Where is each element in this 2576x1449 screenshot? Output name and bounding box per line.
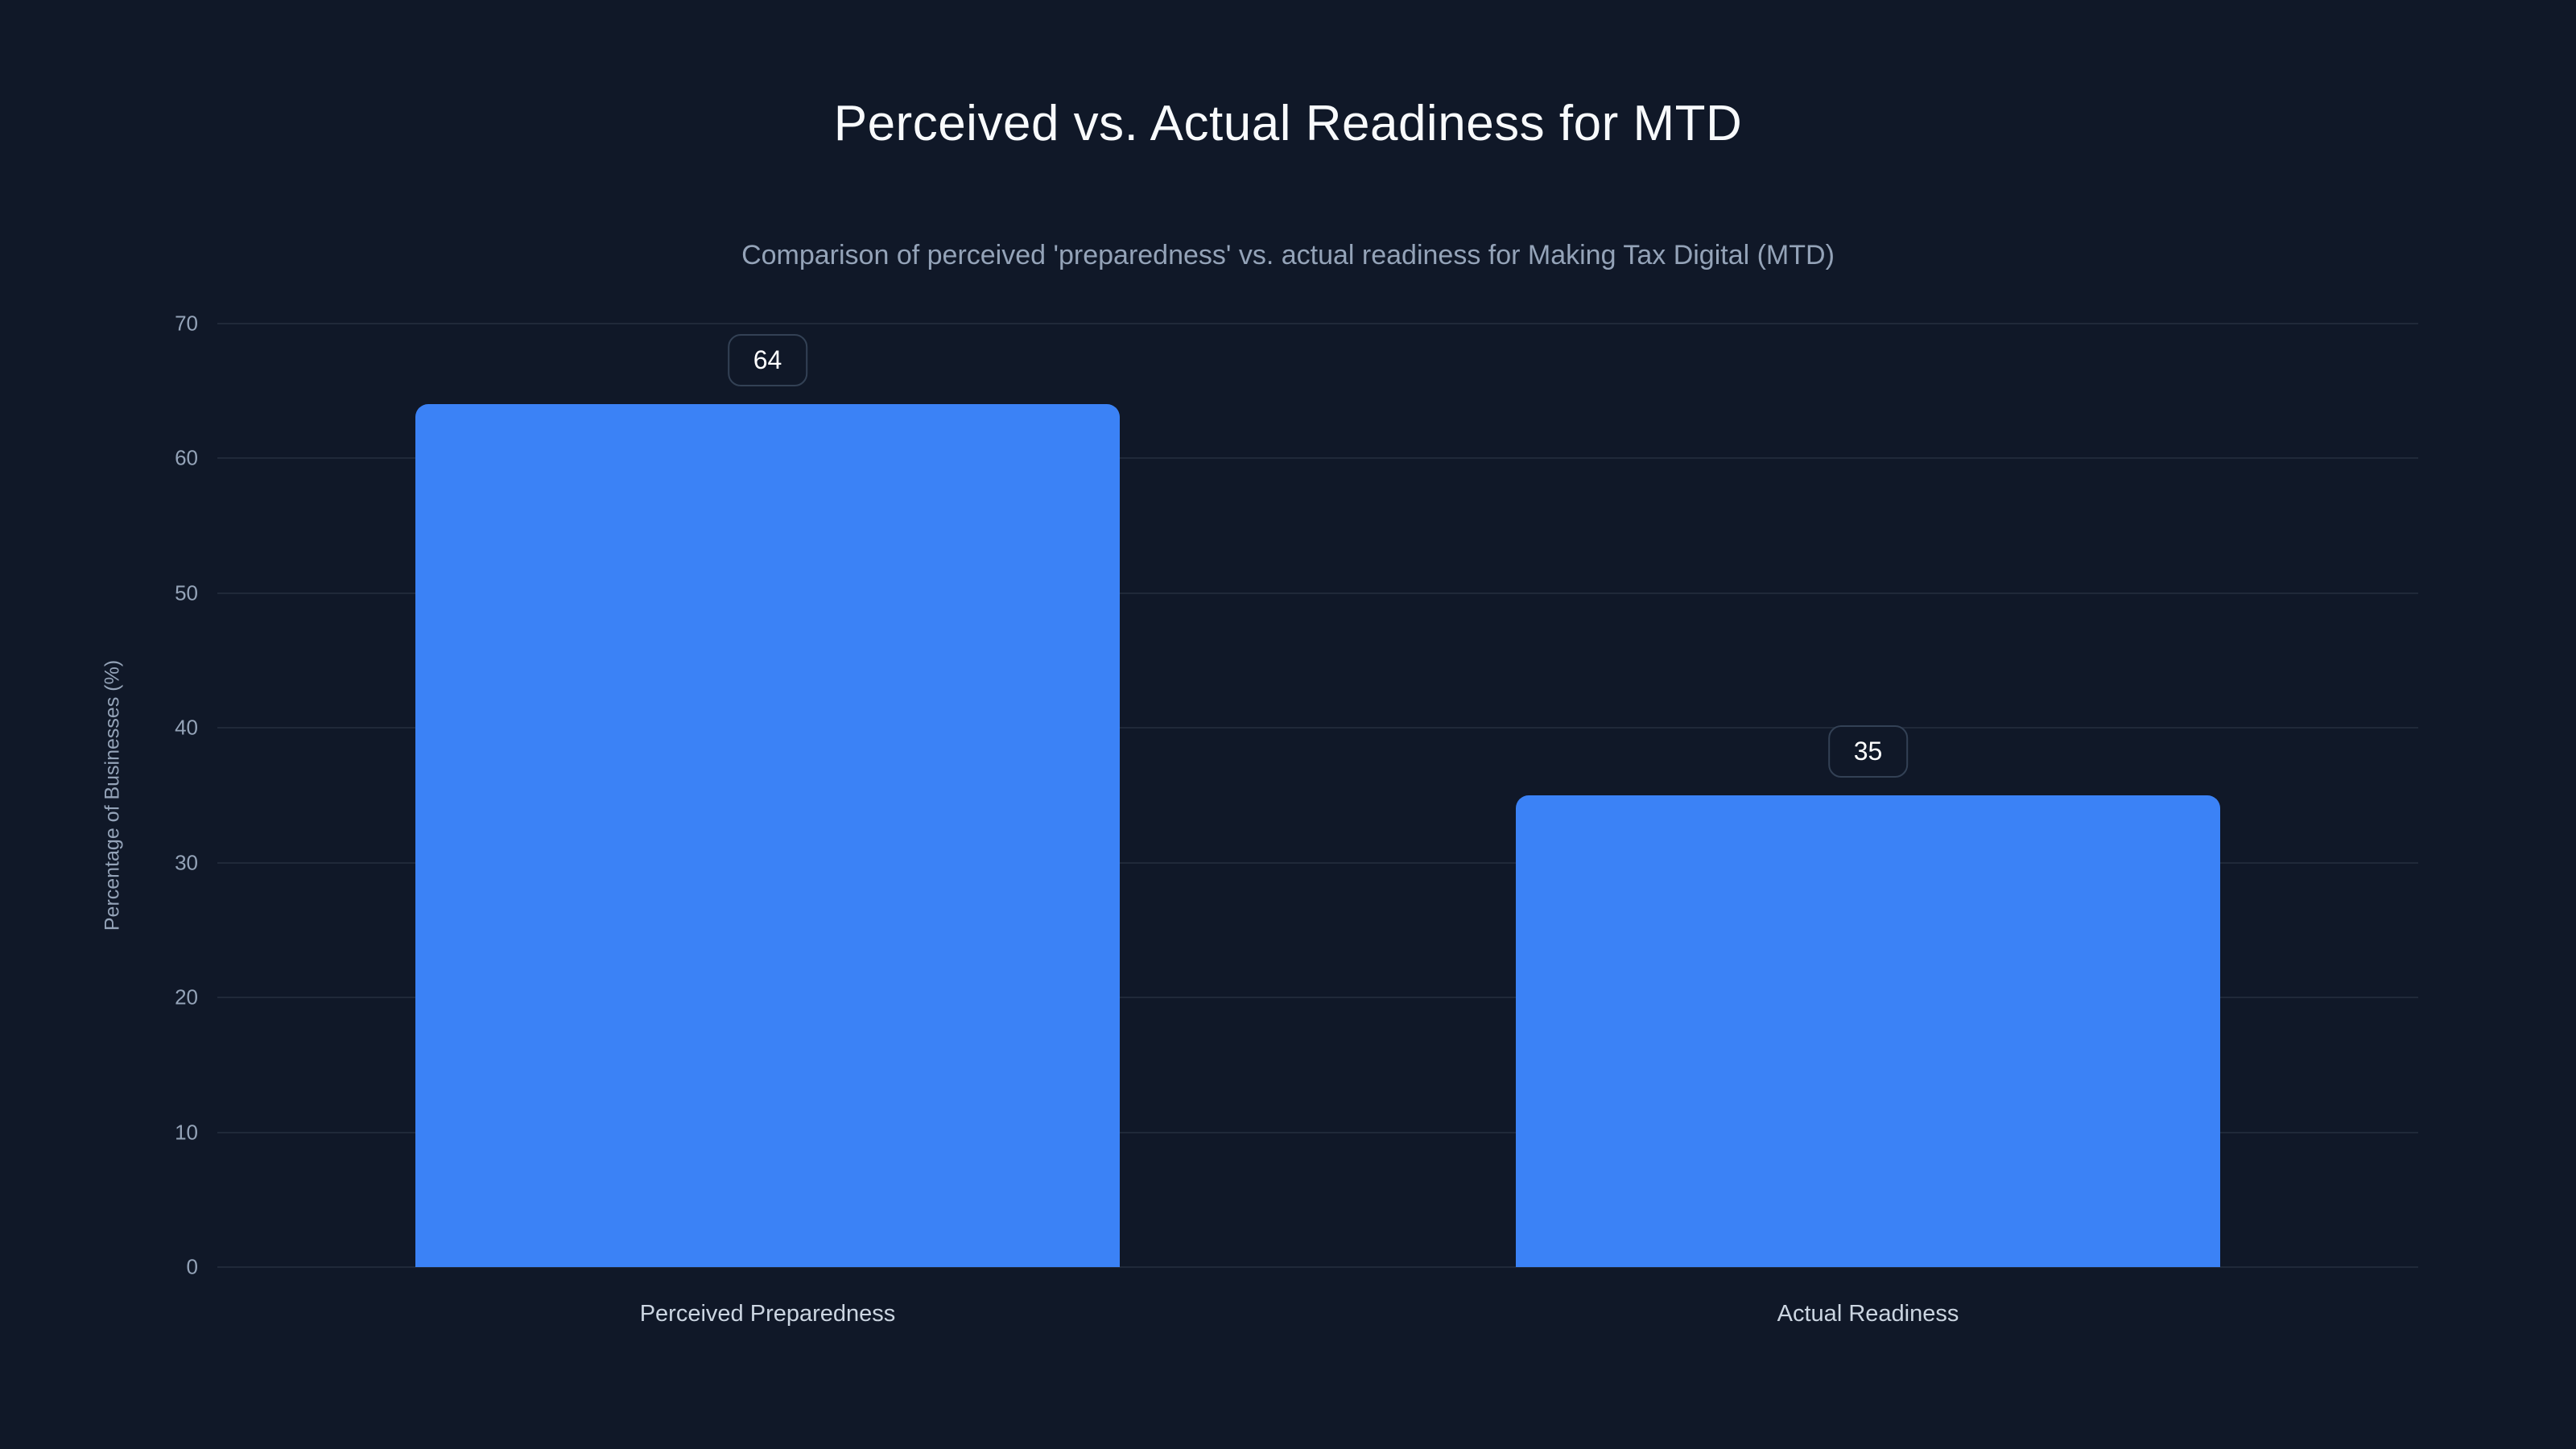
y-axis-tick-label: 30 [175, 850, 198, 875]
y-axis-tick-label: 60 [175, 445, 198, 470]
bar-value-label: 35 [1827, 724, 1909, 778]
gridline [217, 1266, 2418, 1268]
gridline [217, 457, 2418, 460]
x-axis-label: Perceived Preparedness [639, 1301, 896, 1327]
bar-value-label: 64 [727, 334, 808, 387]
y-axis-tick-label: 70 [175, 311, 198, 336]
chart-subtitle: Comparison of perceived 'preparedness' v… [741, 240, 1835, 270]
plot-area: 0 10 20 30 40 50 60 70 64 Perceived Preparedness 3… [175, 312, 2418, 1327]
gridline [217, 323, 2418, 324]
gridline [217, 1131, 2418, 1133]
y-axis-title: Percentage of Businesses (%) [101, 659, 124, 931]
gridline [217, 592, 2418, 594]
y-axis-tick-label: 20 [175, 985, 198, 1009]
x-axis-label: Actual Readiness [1777, 1301, 1959, 1327]
gridline [217, 727, 2418, 729]
y-axis-tick-label: 40 [175, 715, 198, 740]
y-axis-tick-label: 0 [186, 1254, 198, 1279]
bar-perceived-preparedness [415, 404, 1120, 1267]
y-axis-tick-label: 10 [175, 1120, 198, 1145]
gridline [217, 861, 2418, 864]
bar-actual-readiness [1516, 795, 2220, 1267]
y-axis-tick-label: 50 [175, 580, 198, 605]
chart-title: Perceived vs. Actual Readiness for MTD [833, 96, 1743, 151]
gridline [217, 997, 2418, 999]
